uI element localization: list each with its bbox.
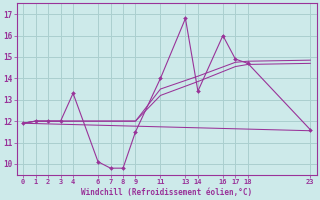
X-axis label: Windchill (Refroidissement éolien,°C): Windchill (Refroidissement éolien,°C): [81, 188, 252, 197]
